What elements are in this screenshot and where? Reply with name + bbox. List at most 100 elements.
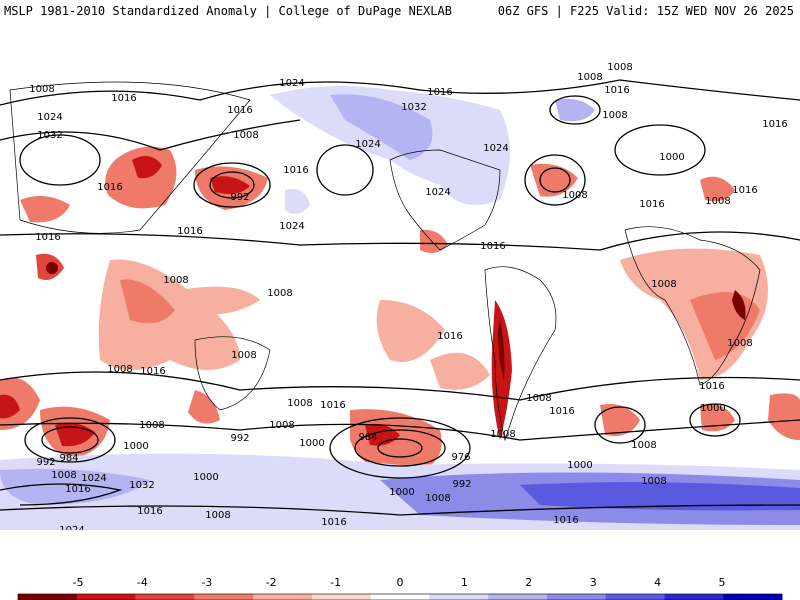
colorbar-tick-label: 1: [461, 576, 468, 589]
colorbar-outline: [17, 593, 783, 600]
isobar-label: 992: [230, 433, 249, 444]
colorbar-swatch: [546, 594, 607, 600]
colorbar-swatch: [194, 594, 254, 600]
isobar-label: 1024: [355, 139, 380, 150]
positive-anomaly-shading: [0, 86, 800, 530]
isobar-label: 1000: [659, 152, 684, 163]
isobar-label: 1008: [205, 510, 230, 521]
model-run-info: 06Z GFS | F225 Valid: 15Z WED NOV 26 202…: [497, 4, 794, 18]
isobar-label: 1008: [107, 364, 132, 375]
isobar-label: 1016: [97, 182, 122, 193]
isobar-label: 1016: [177, 226, 202, 237]
isobar-label: 1008: [490, 429, 515, 440]
colorbar-tick-label: 5: [719, 576, 726, 589]
isobar-label: 992: [36, 457, 55, 468]
isobar-label: 1008: [651, 279, 676, 290]
isobar-label: 1008: [607, 62, 632, 73]
isobar-label: 992: [230, 192, 249, 203]
isobar-label: 1016: [553, 515, 578, 526]
isobar-label: 1024: [279, 221, 304, 232]
isobar-label: 1008: [163, 275, 188, 286]
isobar-label: 1008: [577, 72, 602, 83]
colorbar-swatch: [723, 594, 783, 600]
isobar-label: 1016: [227, 105, 252, 116]
isobar-label: 1016: [480, 241, 505, 252]
isobar-label: 976: [451, 452, 470, 463]
colorbar-tick-label: 2: [525, 576, 532, 589]
isobar-label: 1000: [700, 403, 725, 414]
isobar-label: 1016: [762, 119, 787, 130]
isobar-label: 1008: [425, 493, 450, 504]
colorbar-tick-label: -5: [73, 576, 84, 589]
isobar-label: 1008: [231, 350, 256, 361]
isobar-label: 1016: [111, 93, 136, 104]
isobar-label: 1000: [123, 441, 148, 452]
isobar-labels: 1008101610241032101610169921016100810241…: [29, 62, 787, 530]
colorbar-tick-label: -4: [137, 576, 148, 589]
colorbar-ticks: -5 -4 -3 -2 -1 0 1 2 3 4 5: [73, 576, 726, 589]
isobar-label: 1016: [639, 199, 664, 210]
anomaly-colorbar: -5 -4 -3 -2 -1 0 1 2 3 4 5: [17, 576, 783, 600]
isobar-label: 1008: [233, 130, 258, 141]
map-title: MSLP 1981-2010 Standardized Anomaly | Co…: [4, 4, 452, 18]
isobar-label: 1032: [129, 480, 154, 491]
isobar-label: 1008: [631, 440, 656, 451]
isobar-label: 1024: [37, 112, 62, 123]
isobar-label: 1016: [137, 506, 162, 517]
colorbar-swatch: [253, 594, 313, 600]
isobar-label: 1008: [51, 470, 76, 481]
isobar-label: 1016: [320, 400, 345, 411]
isobar-label: 1008: [287, 398, 312, 409]
coastlines: [9, 81, 761, 442]
isobar-label: 1008: [139, 420, 164, 431]
isobar-label: 1016: [699, 381, 724, 392]
isobar-label: 1016: [65, 484, 90, 495]
anomaly-map: 1008101610241032101610169921016100810241…: [0, 40, 800, 530]
colorbar-swatch: [429, 594, 489, 600]
isobar-label: 984: [358, 432, 377, 443]
colorbar-tick-label: -3: [201, 576, 212, 589]
isobar-label: 1008: [602, 110, 627, 121]
colorbar-tick-label: -2: [266, 576, 277, 589]
isobar-label: 1016: [283, 165, 308, 176]
isobar-label: 1008: [29, 84, 54, 95]
isobar-label: 1008: [526, 393, 551, 404]
colorbar-tick-label: -1: [330, 576, 341, 589]
colorbar-tick-label: 3: [590, 576, 597, 589]
isobar-label: 1016: [427, 87, 452, 98]
colorbar-swatches: [17, 593, 783, 600]
colorbar-swatch: [488, 594, 548, 600]
isobar-contours: [0, 79, 800, 516]
isobar-label: 1016: [35, 232, 60, 243]
negative-anomaly-shading: [0, 146, 800, 475]
colorbar-swatch: [664, 594, 724, 600]
isobar-label: 1008: [267, 288, 292, 299]
isobar-label: 1008: [562, 190, 587, 201]
colorbar-swatch: [605, 594, 665, 600]
isobar-label: 1024: [59, 525, 84, 530]
colorbar-swatch: [370, 594, 430, 600]
isobar-label: 1008: [269, 420, 294, 431]
colorbar-swatch: [135, 594, 195, 600]
isobar-label: 1016: [321, 517, 346, 528]
isobar-label: 1000: [567, 460, 592, 471]
isobar-label: 1000: [389, 487, 414, 498]
colorbar-swatch: [18, 594, 78, 600]
isobar-label: 1016: [604, 85, 629, 96]
isobar-label: 992: [452, 479, 471, 490]
isobar-label: 1008: [727, 338, 752, 349]
isobar-label: 984: [59, 453, 78, 464]
isobar-label: 1000: [299, 438, 324, 449]
isobar-label: 1016: [140, 366, 165, 377]
colorbar-swatch: [76, 594, 137, 600]
isobar-label: 1024: [483, 143, 508, 154]
isobar-label: 1008: [641, 476, 666, 487]
isobar-label: 1016: [732, 185, 757, 196]
colorbar-tick-label: 4: [654, 576, 661, 589]
isobar-label: 1016: [437, 331, 462, 342]
isobar-label: 1024: [279, 78, 304, 89]
isobar-label: 1000: [193, 472, 218, 483]
isobar-label: 1024: [425, 187, 450, 198]
isobar-label: 1024: [81, 473, 106, 484]
isobar-label: 1016: [549, 406, 574, 417]
